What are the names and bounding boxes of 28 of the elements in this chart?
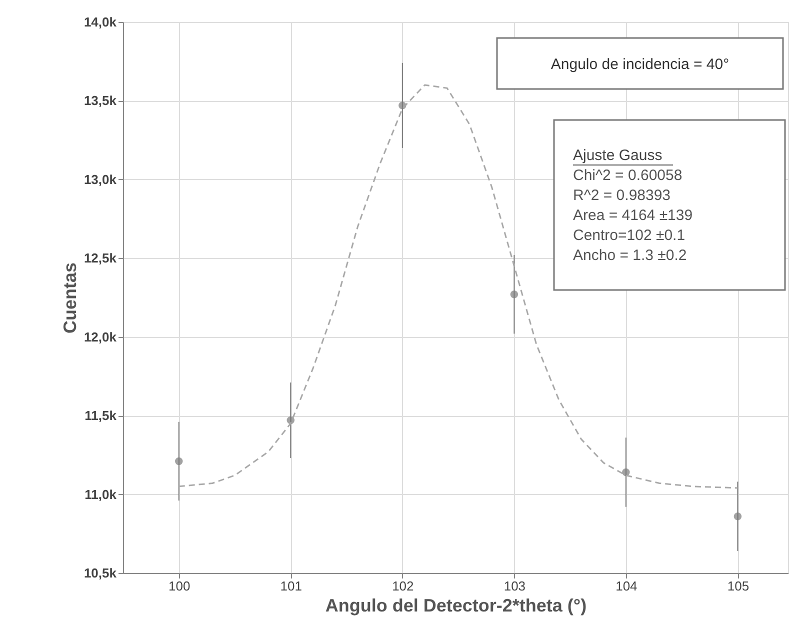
y-tick-label: 11,5k (84, 408, 118, 424)
y-axis-title: Cuentas (60, 262, 80, 334)
annotation: Area = 4164 ±139 (573, 207, 693, 224)
annotation: Angulo de incidencia = 40° (550, 56, 730, 73)
x-tick-label: 100 (168, 578, 190, 594)
annotation: Ancho = 1.3 ±0.2 (573, 247, 687, 264)
y-tick-label: 14,0k (84, 14, 118, 30)
y-tick-label: 11,0k (84, 486, 118, 502)
point (734, 512, 742, 520)
y-tick-label: 12,0k (84, 329, 118, 344)
annotation: Ajuste Gauss (573, 147, 662, 164)
x-tick-label: 104 (616, 578, 638, 594)
point (175, 457, 183, 466)
y-tick-label: 10,5k (84, 566, 118, 580)
point (622, 468, 630, 476)
x-tick-label: 102 (392, 578, 414, 594)
annotation: Centro=102 ±0.1 (573, 227, 686, 244)
y-tick-label: 13,0k (84, 172, 118, 187)
annotation: R^2 = 0.98393 (573, 187, 671, 204)
line-series (178, 84, 738, 489)
x-tick-label: 105 (727, 578, 750, 594)
x-tick-label: 101 (280, 578, 302, 594)
point (510, 290, 518, 298)
x-tick-label: 103 (504, 578, 526, 594)
x-axis-title: Angulo del Detector-2*theta (°) (325, 596, 587, 616)
y-tick-label: 13,5k (84, 93, 118, 108)
annotation: Chi^2 = 0.60058 (573, 167, 682, 184)
y-tick-label: 12,5k (84, 250, 118, 266)
